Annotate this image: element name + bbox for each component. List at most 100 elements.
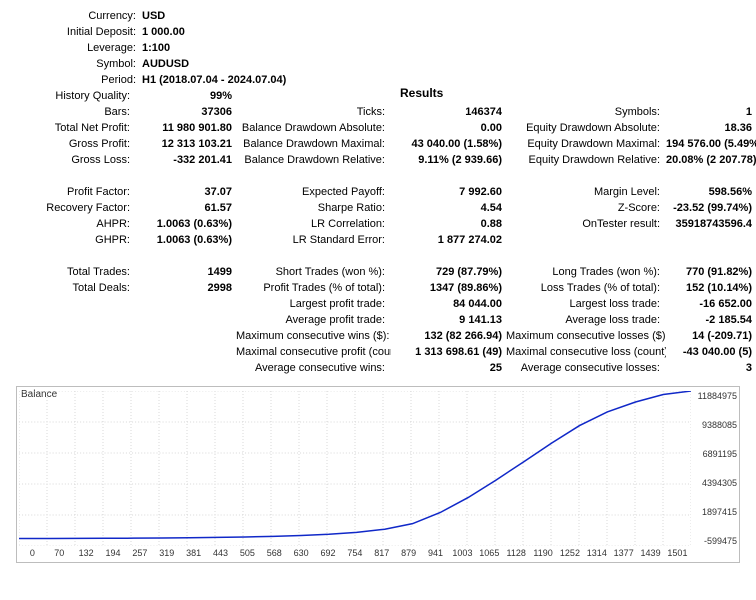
x-tick: 1501 [664, 548, 691, 561]
stat-value: 0.00 [391, 120, 506, 136]
stat-label [16, 344, 136, 360]
x-tick: 257 [127, 548, 154, 561]
initial-deposit-value: 1 000.00 [142, 26, 185, 38]
stat-value: 25 [391, 360, 506, 376]
stat-label: AHPR: [16, 216, 136, 232]
stat-value: 20.08% (2 207.78) [666, 152, 756, 168]
initial-deposit-label: Initial Deposit: [16, 26, 142, 38]
chart-plot-area [19, 391, 691, 546]
stat-label: Total Net Profit: [16, 120, 136, 136]
x-tick: 505 [234, 548, 261, 561]
stat-label: Gross Loss: [16, 152, 136, 168]
x-tick: 1314 [583, 548, 610, 561]
stat-value: 37.07 [136, 184, 236, 200]
header-block: Currency:USD Initial Deposit:1 000.00 Le… [16, 8, 376, 88]
leverage-label: Leverage: [16, 42, 142, 54]
stat-label: Profit Trades (% of total): [236, 280, 391, 296]
x-tick: 568 [261, 548, 288, 561]
stat-value [136, 328, 236, 344]
x-tick: 70 [46, 548, 73, 561]
stat-label: Loss Trades (% of total): [506, 280, 666, 296]
stat-value: 1.0063 (0.63%) [136, 216, 236, 232]
stat-value: -23.52 (99.74%) [666, 200, 756, 216]
stat-value: 3 [666, 360, 756, 376]
chart-x-axis: 0701321942573193814435055686306927548178… [19, 548, 691, 561]
y-tick: 4394305 [693, 478, 737, 488]
stat-label: GHPR: [16, 232, 136, 248]
stat-label: Largest loss trade: [506, 296, 666, 312]
currency-label: Currency: [16, 10, 142, 22]
stat-label: Equity Drawdown Absolute: [506, 120, 666, 136]
stat-value: 598.56% [666, 184, 756, 200]
stat-value [136, 296, 236, 312]
stat-value: 729 (87.79%) [391, 264, 506, 280]
stat-label [16, 328, 136, 344]
stat-label [16, 360, 136, 376]
x-tick: 879 [395, 548, 422, 561]
balance-chart: Balance 11884975938808568911954394305189… [16, 386, 740, 563]
stat-label [16, 296, 136, 312]
x-tick: 319 [153, 548, 180, 561]
stat-label: Average consecutive wins: [236, 360, 391, 376]
stat-label: Balance Drawdown Maximal: [236, 136, 391, 152]
stat-label: Maximum consecutive wins ($): [236, 328, 391, 344]
stat-label [236, 88, 391, 104]
x-tick: 754 [342, 548, 369, 561]
stat-label: Maximal consecutive loss (count): [506, 344, 666, 360]
x-tick: 1190 [530, 548, 557, 561]
x-tick: 692 [315, 548, 342, 561]
x-tick: 0 [19, 548, 46, 561]
stat-label [506, 232, 666, 248]
x-tick: 132 [73, 548, 100, 561]
stat-label: Balance Drawdown Absolute: [236, 120, 391, 136]
y-tick: 1897415 [693, 507, 737, 517]
y-tick: -599475 [693, 536, 737, 546]
stat-label [16, 312, 136, 328]
stat-label: Gross Profit: [16, 136, 136, 152]
stat-value: 11 980 901.80 [136, 120, 236, 136]
y-tick: 9388085 [693, 420, 737, 430]
x-tick: 1252 [557, 548, 584, 561]
period-value: H1 (2018.07.04 - 2024.07.04) [142, 74, 286, 86]
stat-label: Total Trades: [16, 264, 136, 280]
stat-value: 152 (10.14%) [666, 280, 756, 296]
stat-value: 1347 (89.86%) [391, 280, 506, 296]
stat-label: Largest profit trade: [236, 296, 391, 312]
stat-label: Maximal consecutive profit (count): [236, 344, 391, 360]
stat-label: Ticks: [236, 104, 391, 120]
stat-label: Total Deals: [16, 280, 136, 296]
stat-value: -332 201.41 [136, 152, 236, 168]
stat-label: Average loss trade: [506, 312, 666, 328]
x-tick: 443 [207, 548, 234, 561]
stat-label [506, 88, 666, 104]
stat-value: 1 [666, 104, 756, 120]
stat-value: 99% [136, 88, 236, 104]
stat-value: 0.88 [391, 216, 506, 232]
x-tick: 1128 [503, 548, 530, 561]
stat-value: 9 141.13 [391, 312, 506, 328]
y-tick: 11884975 [693, 391, 737, 401]
stat-value: 35918743596.4 [666, 216, 756, 232]
stat-value: 9.11% (2 939.66) [391, 152, 506, 168]
symbol-value: AUDUSD [142, 58, 189, 70]
stat-value: 1.0063 (0.63%) [136, 232, 236, 248]
stat-value: -43 040.00 (5) [666, 344, 756, 360]
stat-value: 18.36 [666, 120, 756, 136]
stat-label: LR Standard Error: [236, 232, 391, 248]
x-tick: 1003 [449, 548, 476, 561]
stat-value: 194 576.00 (5.49%) [666, 136, 756, 152]
stat-value: 14 (-209.71) [666, 328, 756, 344]
stat-value [136, 312, 236, 328]
stat-value: -2 185.54 [666, 312, 756, 328]
stat-value: 12 313 103.21 [136, 136, 236, 152]
stat-value: 132 (82 266.94) [391, 328, 506, 344]
stat-label: Expected Payoff: [236, 184, 391, 200]
stat-value: 1499 [136, 264, 236, 280]
stats-grid: History Quality:99%Bars:37306Ticks:14637… [16, 88, 740, 376]
stat-value: -16 652.00 [666, 296, 756, 312]
stat-value: 770 (91.82%) [666, 264, 756, 280]
stat-value: 4.54 [391, 200, 506, 216]
stat-label: Bars: [16, 104, 136, 120]
stat-label: Short Trades (won %): [236, 264, 391, 280]
stat-label: Equity Drawdown Relative: [506, 152, 666, 168]
